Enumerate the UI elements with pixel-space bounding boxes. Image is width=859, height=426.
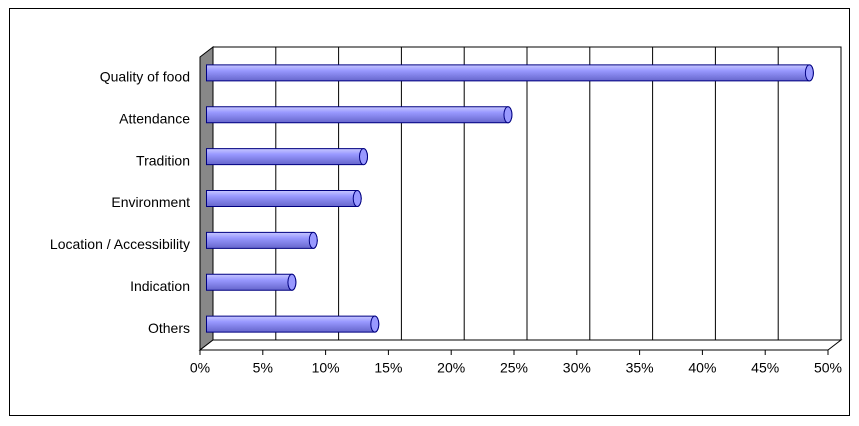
y-tick-label: Indication bbox=[130, 278, 190, 294]
y-tick-label: Attendance bbox=[119, 110, 190, 126]
x-tick-label: 0% bbox=[190, 360, 210, 376]
bar-cap bbox=[308, 231, 318, 249]
x-tick-label: 30% bbox=[563, 360, 591, 376]
bar bbox=[206, 64, 814, 82]
y-tick-label: Tradition bbox=[136, 152, 190, 168]
x-tick-label: 45% bbox=[751, 360, 779, 376]
x-tick-label: 5% bbox=[253, 360, 273, 376]
bar bbox=[206, 148, 368, 166]
bar-cap bbox=[804, 64, 814, 82]
bar-cap bbox=[359, 148, 368, 166]
floor bbox=[198, 339, 843, 351]
bar bbox=[206, 231, 318, 249]
x-tick-label: 10% bbox=[312, 360, 340, 376]
x-tick-label: 35% bbox=[626, 360, 654, 376]
bar-cap bbox=[287, 273, 297, 291]
x-tick-label: 25% bbox=[500, 360, 528, 376]
x-tick-label: 15% bbox=[374, 360, 402, 376]
bar-cap bbox=[503, 106, 513, 124]
y-tick-label: Others bbox=[148, 320, 190, 336]
x-tick-label: 20% bbox=[437, 360, 465, 376]
bar bbox=[206, 273, 297, 291]
y-tick-label: Environment bbox=[111, 194, 190, 210]
x-tick-label: 50% bbox=[814, 360, 842, 376]
bar-cap bbox=[352, 190, 362, 207]
y-tick-label: Quality of food bbox=[100, 69, 190, 85]
bar-cap bbox=[370, 315, 380, 333]
bar bbox=[206, 190, 362, 207]
y-tick-label: Location / Accessibility bbox=[50, 236, 190, 252]
bar bbox=[206, 106, 513, 124]
bar bbox=[206, 315, 380, 333]
x-tick-label: 40% bbox=[688, 360, 716, 376]
